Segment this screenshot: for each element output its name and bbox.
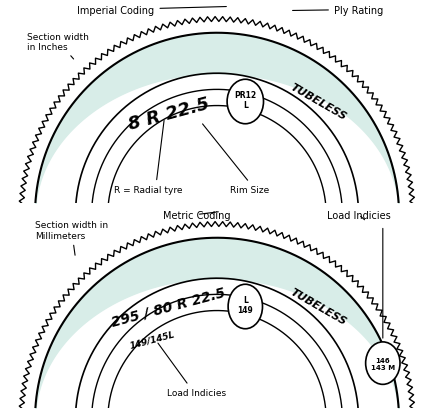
Text: Metric Coding: Metric Coding (163, 210, 230, 220)
Text: Imperial Coding: Imperial Coding (77, 5, 227, 16)
Text: 295 / 80 R 22.5: 295 / 80 R 22.5 (110, 285, 227, 329)
Text: Section width
in Inches: Section width in Inches (27, 32, 89, 60)
Text: PR12
L: PR12 L (234, 90, 256, 110)
Text: 8 R 22.5: 8 R 22.5 (126, 95, 211, 134)
Text: L
149: L 149 (237, 295, 253, 315)
Ellipse shape (228, 285, 263, 329)
Ellipse shape (227, 80, 263, 124)
Text: Load Indicies: Load Indicies (327, 210, 391, 220)
Text: Section width in
Millimeters: Section width in Millimeters (35, 221, 108, 256)
Text: Ply Rating: Ply Rating (293, 5, 383, 16)
Text: Rim Size: Rim Size (230, 186, 269, 195)
Text: 149/145L: 149/145L (128, 329, 176, 349)
Text: TUBELESS: TUBELESS (288, 287, 348, 327)
Text: 146
143 M: 146 143 M (371, 357, 395, 370)
Text: R = Radial tyre: R = Radial tyre (114, 186, 182, 195)
Ellipse shape (365, 342, 400, 384)
Text: TUBELESS: TUBELESS (288, 82, 348, 122)
Text: Load Indicies: Load Indicies (167, 389, 227, 398)
